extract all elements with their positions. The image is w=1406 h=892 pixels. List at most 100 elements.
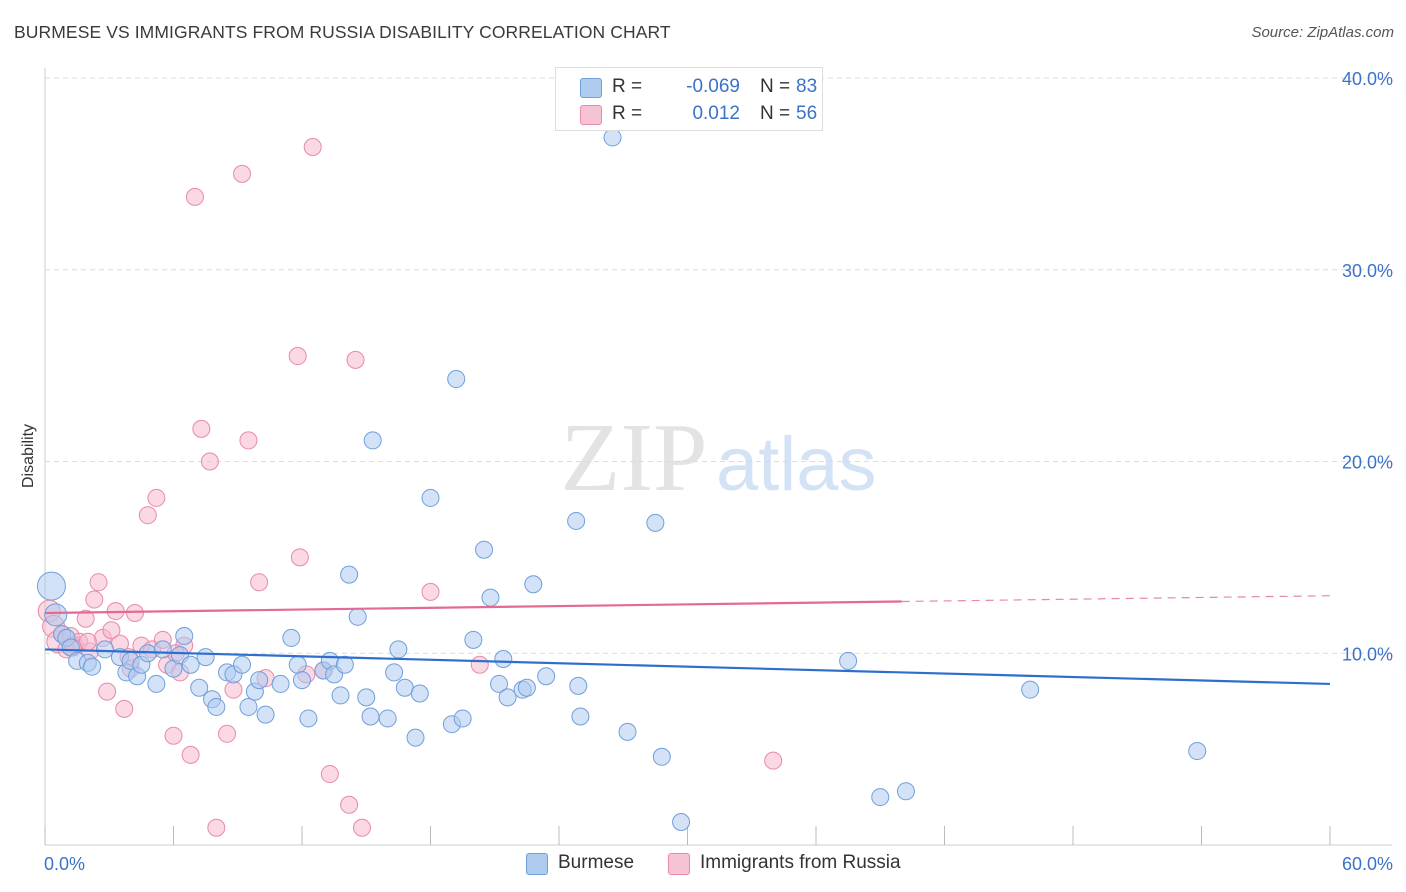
russia-point [470,655,489,674]
burmese-swatch [580,78,602,98]
watermark-zip: ZIP [561,404,708,512]
burmese-point [672,812,691,831]
series-burmese-points [36,128,1207,831]
russia-point [164,726,183,745]
axes [44,68,1392,846]
russia-point [147,488,166,507]
russia-swatch [668,853,690,875]
burmese-point [464,630,483,649]
burmese-point [207,697,226,716]
russia-point [233,164,252,183]
burmese-point [896,782,915,801]
burmese-point [571,707,590,726]
burmese-point [288,655,307,674]
burmese-point [494,650,513,669]
burmese-point [147,674,166,693]
burmese-point [517,678,536,697]
y-tick-label: 40.0% [1342,69,1393,89]
burmese-point [618,722,637,741]
burmese-point [421,488,440,507]
r-label: R = [612,76,643,97]
burmese-point [1021,680,1040,699]
burmese-point [447,370,466,389]
burmese-point [190,678,209,697]
burmese-point [410,684,429,703]
russia-swatch [580,105,602,125]
russia-point [125,603,144,622]
burmese-point [153,640,172,659]
n-label: N = [760,76,791,97]
burmese-point [335,655,354,674]
r-label: R = [612,103,643,124]
burmese-point [175,626,194,645]
russia-point [102,621,121,640]
burmese-point [357,688,376,707]
russia-point [421,582,440,601]
burmese-point [569,676,588,695]
burmese-point [331,686,350,705]
burmese-point [395,678,414,697]
n-value: 56 [796,103,818,124]
burmese-point [871,788,890,807]
burmese-point [44,603,68,627]
grid-lines [45,77,1392,654]
russia-point [250,573,269,592]
burmese-point [652,747,671,766]
burmese-trend-line [44,648,1331,686]
n-value: 83 [796,76,818,97]
burmese-point [385,663,404,682]
burmese-point [340,565,359,584]
russia-point [290,548,309,567]
burmese-point [181,655,200,674]
burmese-point [348,607,367,626]
russia-point [340,795,359,814]
x-tick-label: 0.0% [44,854,85,874]
russia-point [138,506,157,525]
burmese-point [389,640,408,659]
russia-point [98,682,117,701]
russia-point [207,818,226,837]
russia-point [85,590,104,609]
russia-point [76,609,95,628]
russia-point [192,419,211,438]
russia-point [185,187,204,206]
burmese-point [239,697,258,716]
legend-label: Immigrants from Russia [700,852,901,873]
burmese-point [196,648,215,667]
burmese-point [233,655,252,674]
burmese-point [95,640,114,659]
burmese-point [36,571,66,601]
russia-point [346,350,365,369]
burmese-point [250,671,269,690]
trend-lines [44,595,1331,686]
burmese-swatch [526,853,548,875]
x-tick-label: 60.0% [1342,854,1393,874]
burmese-point [603,128,622,147]
russia-point [320,765,339,784]
russia-point [352,818,371,837]
burmese-point [453,709,472,728]
burmese-point [406,728,425,747]
russia-point [78,632,97,651]
burmese-point [839,651,858,670]
burmese-point [537,667,556,686]
burmese-point [481,588,500,607]
legend-label: Burmese [558,852,635,873]
watermark-atlas: atlas [716,422,877,507]
y-axis-label: Disability [20,424,37,488]
russia-point [239,431,258,450]
russia-point [181,745,200,764]
russia-trend-line [44,600,902,615]
burmese-point [293,671,311,690]
burmese-point [299,709,318,728]
y-tick-label: 10.0% [1342,644,1393,664]
stats-legend: R = -0.069 N = 83 R = 0.012 N = 56 [555,67,823,131]
burmese-point [490,674,509,693]
r-value: -0.069 [686,76,740,97]
burmese-point [1188,742,1207,761]
burmese-point [363,431,382,450]
burmese-point [498,688,517,707]
russia-point [764,751,783,770]
burmese-point [361,707,380,726]
